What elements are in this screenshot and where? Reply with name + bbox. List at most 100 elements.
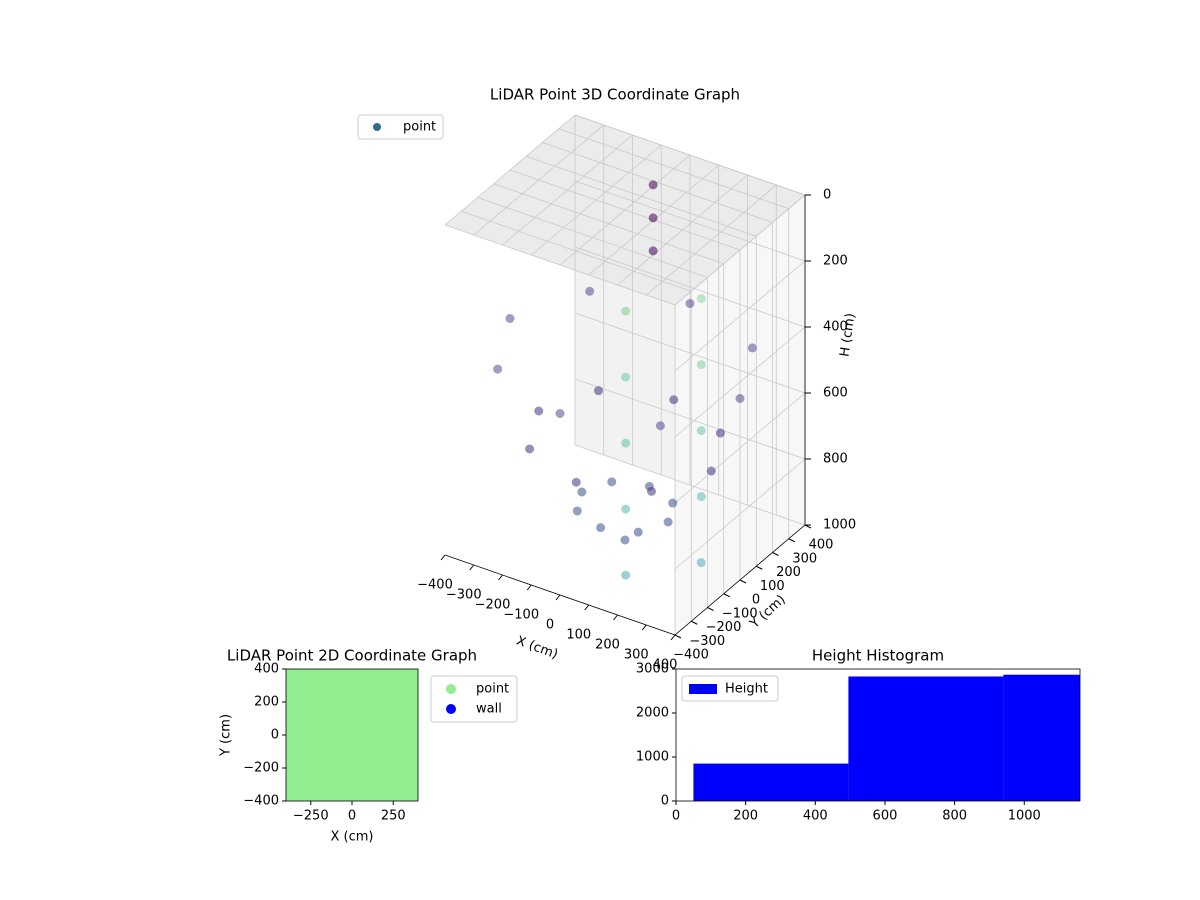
point [340,756,364,780]
point [685,299,695,308]
point [373,772,397,797]
point [715,428,725,438]
point [621,504,631,514]
point [747,343,757,353]
grid-line [674,260,806,372]
point [607,477,617,487]
x-tick-label: 200 [733,809,758,824]
grid-line [461,210,692,292]
axes-frame [675,668,1081,802]
grid-line [574,114,806,196]
z-tick-label: 600 [823,386,848,401]
grid-line [674,326,806,438]
point [696,492,706,502]
y-tick-label: 200 [254,695,279,710]
y-tick-label: 2000 [636,706,669,721]
tick [526,584,532,591]
plot-3d [444,114,806,636]
point [534,406,544,416]
y-tick-label: −300 [689,634,725,649]
point [389,723,414,747]
y-tick-label: −400 [673,648,709,663]
point [356,706,381,731]
point [373,756,397,780]
point [323,673,348,698]
x-tick-label: −200 [475,598,511,613]
point [525,444,535,454]
tick [739,579,747,584]
point [571,477,581,487]
legend-marker [373,123,381,131]
point [594,386,603,396]
grid-line [444,224,676,306]
point [621,438,631,448]
point [389,690,414,714]
point [621,306,631,316]
point [389,706,414,731]
point [356,739,381,764]
x-tick-label: 250 [381,809,406,824]
point [668,498,678,508]
point [572,506,582,516]
point [621,372,631,382]
point [307,706,331,731]
z-tick-label: 1000 [823,518,856,533]
x-tick-label: 100 [566,628,591,643]
point [663,517,673,527]
point [340,690,364,714]
y-tick-label: −400 [243,794,279,809]
tick [613,614,618,621]
x-tick-label: −250 [293,809,329,824]
point [356,756,381,780]
x-tick-label: 1000 [1008,809,1041,824]
plot-2d [286,669,418,801]
tick [555,594,561,601]
point [290,772,315,797]
point [696,360,706,370]
point [633,527,643,537]
y-tick-label: −100 [722,606,758,621]
x-tick-label: −100 [503,608,539,623]
tick [641,624,647,631]
x-tick-label: −300 [446,588,482,603]
point [596,523,606,533]
point [323,690,348,714]
legend-label: point [403,120,436,135]
grid-line [477,197,708,278]
x-tick-label: 0 [672,809,680,824]
y-tick-label: 1000 [636,750,669,765]
y-tick-label: 0 [661,794,669,809]
legend-marker [446,704,456,714]
z-tick-label: 800 [823,452,848,467]
point [356,673,381,698]
tick [788,538,795,543]
point [340,723,364,747]
y-tick-label: 3000 [636,662,669,677]
point [340,673,364,698]
legend-label: Height [725,682,768,697]
point [290,756,315,780]
grid-line [674,194,806,306]
point [505,314,515,323]
point [620,535,630,545]
y-tick-label: 100 [760,579,785,594]
grid-line [542,142,773,223]
legend-label: wall [476,702,502,717]
point [373,673,397,698]
chart-title: LiDAR Point 3D Coordinate Graph [490,86,740,104]
point [356,723,381,747]
point [307,772,331,797]
point [647,486,656,496]
tick [707,607,714,611]
grid-line [526,155,757,237]
point [307,756,331,780]
grid-line [674,458,806,570]
chart-title: LiDAR Point 2D Coordinate Graph [227,647,477,665]
legend-marker [446,684,456,694]
point [290,739,315,764]
y-tick-label: 200 [776,565,801,580]
point [648,180,658,190]
point [621,570,631,580]
tick [440,554,446,561]
